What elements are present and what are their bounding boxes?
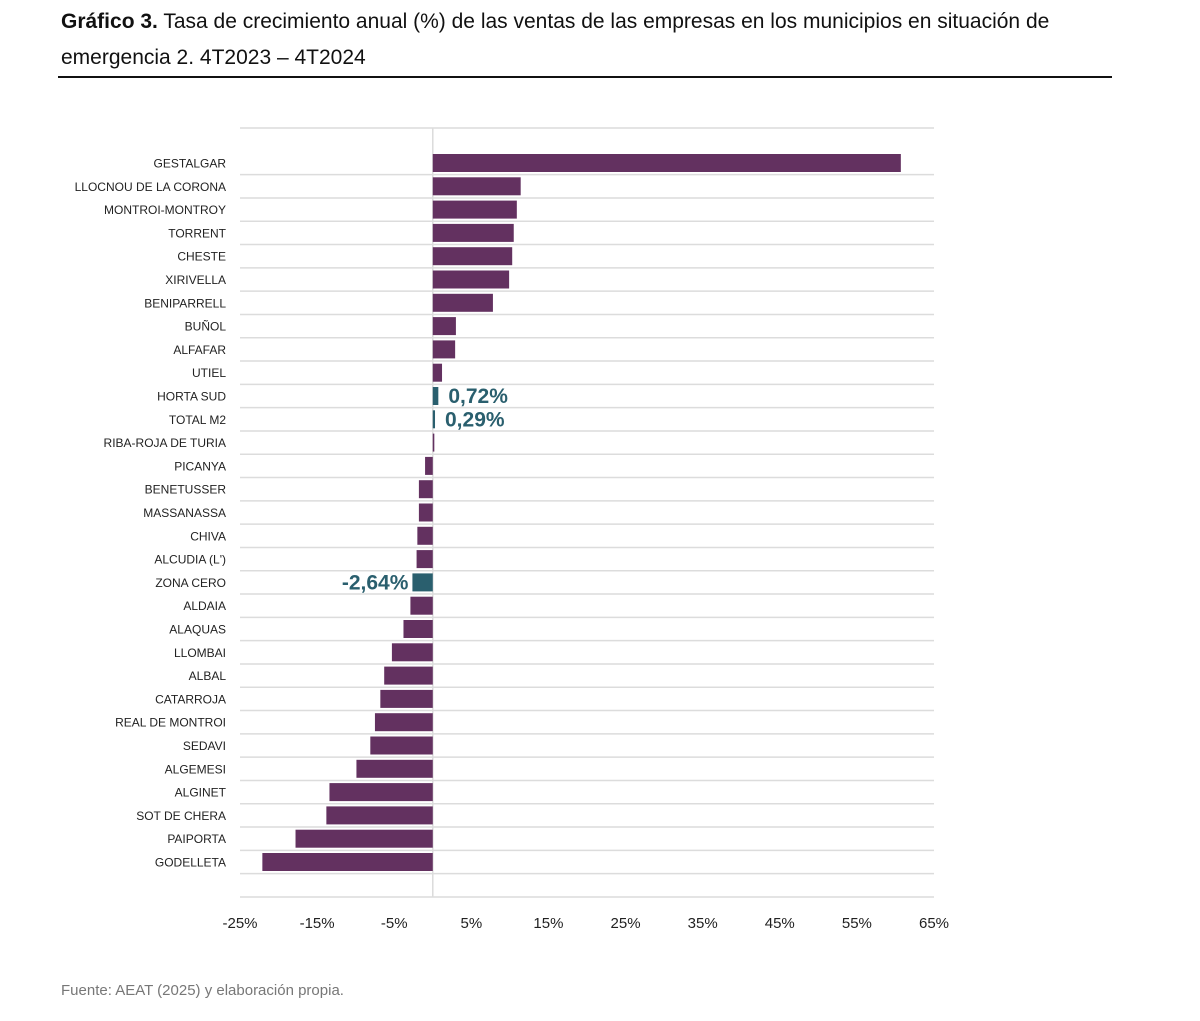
category-label: PICANYA: [174, 459, 226, 473]
category-label: LLOMBAI: [174, 646, 226, 660]
x-tick-label: 25%: [611, 915, 641, 932]
title-text: Tasa de crecimiento anual (%) de las ven…: [61, 10, 1050, 69]
bar-riba-roja-de-turia: [432, 433, 435, 452]
x-tick-label: 65%: [919, 915, 949, 932]
category-label: ALBAL: [189, 669, 227, 683]
bar-aldaia: [410, 596, 433, 615]
bar-catarroja: [380, 689, 433, 708]
category-label: UTIEL: [192, 366, 226, 380]
bar-albal: [384, 666, 433, 685]
category-label: TOTAL M2: [169, 413, 226, 427]
title-label: Gráfico 3.: [61, 10, 158, 33]
category-label: XIRIVELLA: [165, 273, 226, 287]
category-label: BENIPARRELL: [144, 296, 226, 310]
category-label: CHESTE: [177, 250, 226, 264]
x-tick-label: 55%: [842, 915, 872, 932]
data-label: -2,64%: [342, 571, 409, 594]
x-tick-label: 15%: [533, 915, 563, 932]
category-label: TORRENT: [168, 226, 226, 240]
bar-beniparrell: [432, 293, 493, 312]
bar-massanassa: [418, 503, 433, 522]
bar-real-de-montroi: [374, 713, 433, 732]
category-label: ALGEMESI: [165, 762, 226, 776]
bar-total-m2: [432, 410, 436, 429]
bar-montroi-montroy: [432, 200, 517, 219]
bar-alginet: [329, 783, 433, 802]
category-label: BUÑOL: [185, 320, 227, 334]
title-rule: [58, 76, 1112, 78]
bar-godelleta: [262, 853, 433, 871]
category-label: SEDAVI: [183, 739, 226, 753]
bar-sot-de-chera: [326, 806, 433, 825]
category-label: MASSANASSA: [143, 506, 226, 520]
bar-alaquas: [403, 620, 433, 638]
category-label: HORTA SUD: [157, 390, 226, 404]
bar-utiel: [432, 363, 443, 382]
x-tick-label: -5%: [381, 915, 408, 932]
category-label: CATARROJA: [155, 692, 226, 706]
category-label: LLOCNOU DE LA CORONA: [75, 180, 226, 194]
bar-horta-sud: [432, 387, 439, 405]
x-tick-label: 35%: [688, 915, 718, 932]
category-label: ALAQUAS: [169, 623, 226, 637]
bar-algemesi: [356, 759, 433, 778]
bar-sedavi: [370, 736, 433, 755]
category-label: ALDAIA: [183, 599, 226, 613]
category-label: GESTALGAR: [154, 157, 227, 171]
category-label: SOT DE CHERA: [136, 809, 226, 823]
category-label: MONTROI-MONTROY: [104, 203, 226, 217]
category-label: BENETUSSER: [145, 483, 227, 497]
bar-torrent: [432, 223, 514, 242]
bar-gestalgar: [432, 154, 901, 172]
category-label: RIBA-ROJA DE TURIA: [104, 436, 226, 450]
bar-paiporta: [295, 829, 433, 848]
category-label: ALGINET: [175, 786, 227, 800]
bar-xirivella: [432, 270, 510, 289]
category-label: PAIPORTA: [167, 832, 226, 846]
data-label: 0,29%: [445, 408, 505, 431]
bar-alfafar: [432, 340, 456, 359]
category-label: CHIVA: [190, 529, 226, 543]
category-label: ALCUDIA (L'): [154, 553, 226, 567]
data-label: 0,72%: [448, 385, 508, 408]
category-label: ALFAFAR: [173, 343, 226, 357]
bar-chiva: [417, 526, 433, 545]
chart-title: Gráfico 3. Tasa de crecimiento anual (%)…: [61, 4, 1121, 76]
x-tick-label: 5%: [460, 915, 482, 932]
category-label: ZONA CERO: [155, 576, 226, 590]
bar-buñol: [432, 317, 456, 336]
bar-llocnou-de-la-corona: [432, 177, 521, 196]
bar-cheste: [432, 247, 513, 266]
x-tick-label: -25%: [222, 915, 257, 932]
category-label: GODELLETA: [155, 856, 226, 870]
bar-alcudia-l-: [416, 550, 433, 569]
x-tick-label: 45%: [765, 915, 795, 932]
bar-picanya: [425, 456, 433, 475]
bar-llombai: [391, 643, 433, 662]
x-tick-label: -15%: [300, 915, 335, 932]
bar-zona-cero: [412, 573, 433, 592]
source-note: Fuente: AEAT (2025) y elaboración propia…: [61, 982, 344, 999]
bar-benetusser: [418, 480, 433, 499]
category-label: REAL DE MONTROI: [115, 716, 226, 730]
